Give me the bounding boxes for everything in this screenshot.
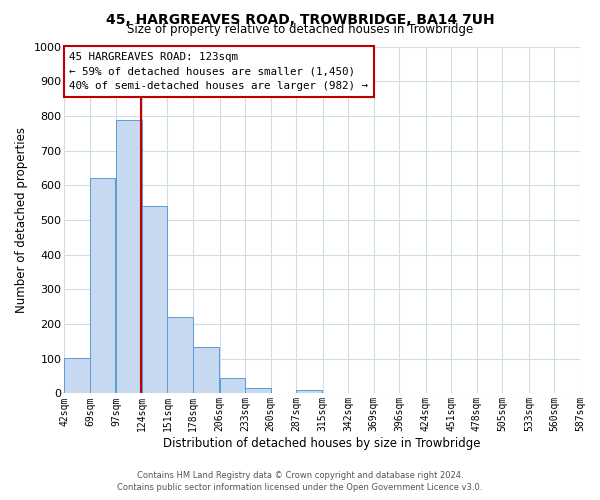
- Bar: [142, 206, 167, 394]
- Bar: [90, 178, 115, 394]
- Bar: [245, 388, 271, 394]
- Bar: [167, 317, 193, 394]
- Text: Contains HM Land Registry data © Crown copyright and database right 2024.
Contai: Contains HM Land Registry data © Crown c…: [118, 471, 482, 492]
- Text: 45, HARGREAVES ROAD, TROWBRIDGE, BA14 7UH: 45, HARGREAVES ROAD, TROWBRIDGE, BA14 7U…: [106, 12, 494, 26]
- Text: Size of property relative to detached houses in Trowbridge: Size of property relative to detached ho…: [127, 24, 473, 36]
- Bar: [296, 390, 322, 394]
- X-axis label: Distribution of detached houses by size in Trowbridge: Distribution of detached houses by size …: [163, 437, 481, 450]
- Bar: [64, 358, 90, 394]
- Bar: [193, 348, 218, 394]
- Bar: [116, 120, 142, 394]
- Text: 45 HARGREAVES ROAD: 123sqm
← 59% of detached houses are smaller (1,450)
40% of s: 45 HARGREAVES ROAD: 123sqm ← 59% of deta…: [70, 52, 368, 92]
- Y-axis label: Number of detached properties: Number of detached properties: [15, 127, 28, 313]
- Bar: [220, 378, 245, 394]
